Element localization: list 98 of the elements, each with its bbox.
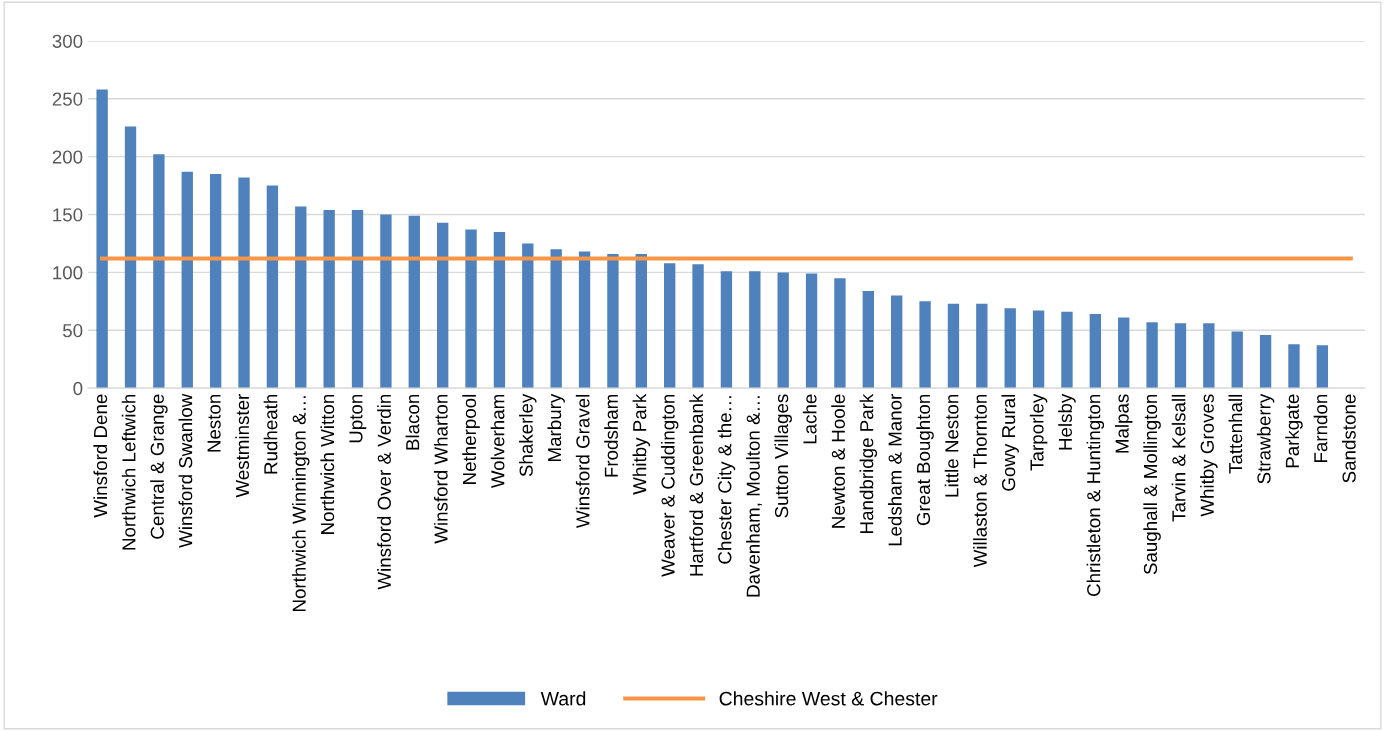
x-tick-label: Strawberry [1256,393,1275,484]
bar [1174,323,1187,389]
x-tick-label: Parkgate [1285,394,1303,468]
x-tick-label: Winsford Wharton [433,394,448,544]
x-tick-label: Whitby Park [632,393,651,495]
x-tick-label: Shakerley [519,393,537,477]
x-tick-label: Winsford Dene [93,394,108,518]
y-tick-label: 100 [53,266,83,280]
x-tick-label: Central & Grange [150,394,168,539]
x-tick-label: Handbridge Park [859,393,878,533]
bar [976,303,988,389]
bar [947,303,960,389]
bar [1061,311,1073,389]
x-tick-label: Saughall & Mollington [1143,394,1161,575]
x-tick-label: Lache [802,394,817,444]
bar [862,290,874,389]
bar [124,126,137,389]
bar [295,206,307,389]
y-tick-label: 50 [62,323,83,338]
y-tick-label: 150 [53,208,83,222]
bar [323,209,335,389]
bar [1032,310,1045,389]
legend-label: Cheshire West & Chester [719,691,938,706]
x-tick-label: Newton & Hoole [831,394,845,528]
x-tick-label: Neston [207,394,221,452]
bar [1259,334,1272,389]
y-tick-label: 0 [73,381,83,396]
bar [834,278,846,389]
y-tick-label: 250 [52,92,83,106]
x-tick-label: Northwich Leftwich [121,394,136,550]
x-tick-label: Northwich Winnington &… [292,396,310,612]
x-tick-label: Upton [349,394,367,443]
x-tick-label: Winsford Swanlow [178,393,193,548]
y-tick-label: 200 [52,150,83,164]
x-tick-label: Christleton & Huntington [1086,394,1105,596]
bar [777,272,789,389]
x-tick-label: Winsford Over & Verdin [377,394,391,590]
bar [607,253,619,389]
bar [96,89,108,389]
bar [1316,345,1329,389]
bar [351,209,364,389]
x-tick-label: Chester City & the… [717,396,736,564]
x-tick-label: Marbury [547,393,565,461]
bar [635,253,647,389]
x-tick-label: Hartford & Greenbank [689,393,704,576]
bar [1146,322,1158,389]
x-tick-label: Gowy Rural [1001,394,1019,491]
x-tick-label: Willaston & Thornton [973,394,987,568]
bar [891,295,903,389]
bar [1231,331,1243,389]
bar [493,231,506,389]
bar [436,222,449,389]
bar [408,215,420,389]
bar [749,271,761,389]
x-tick-label: Great Boughton [916,394,934,526]
x-tick-label: Sutton Villages [774,394,792,518]
bar [578,251,591,389]
bar [1203,323,1215,389]
bar [919,301,931,389]
x-tick-label: Sandstone [1341,394,1356,483]
x-tick-label: Winsford Gravel [575,394,590,529]
bar [1288,344,1300,389]
bar [1118,317,1130,389]
x-tick-label: Northwich Witton [320,394,335,534]
bar [805,273,818,389]
bar [550,249,562,389]
x-tick-label: Netherpool [462,394,480,484]
bar [209,174,222,389]
x-tick-label: Rudheath [263,394,278,474]
x-tick-label: Tarvin & Kelsall [1171,394,1186,522]
bar [266,185,279,389]
bar [1004,308,1016,389]
x-tick-label: Farndon [1313,394,1328,463]
bar [238,177,250,389]
bar [465,229,477,389]
legend-label: Ward [540,691,586,706]
x-tick-label: Blacon [405,394,420,450]
bar [1089,314,1102,389]
x-tick-label: Whitby Groves [1200,394,1218,517]
x-tick-label: Weaver & Cuddington [660,394,679,577]
bar [664,263,676,389]
bar [181,171,193,389]
bar [153,154,165,389]
x-tick-label: Ledsham & Manor [887,394,902,546]
x-tick-label: Davenham, Moulton &… [746,396,763,597]
x-tick-label: Frodsham [604,394,618,477]
bar [692,264,704,389]
x-tick-label: Westminster [235,394,250,498]
x-tick-label: Helsby [1058,393,1076,450]
bar [380,214,392,389]
x-tick-label: Malpas [1114,394,1133,453]
y-tick-label: 300 [52,34,83,48]
x-tick-label: Little Neston [944,394,959,497]
x-tick-label: Tattenhall [1228,394,1243,474]
x-tick-label: Tarporley [1029,393,1048,471]
bar [522,243,534,389]
bar [720,271,733,389]
x-tick-label: Wolverham [490,394,505,489]
